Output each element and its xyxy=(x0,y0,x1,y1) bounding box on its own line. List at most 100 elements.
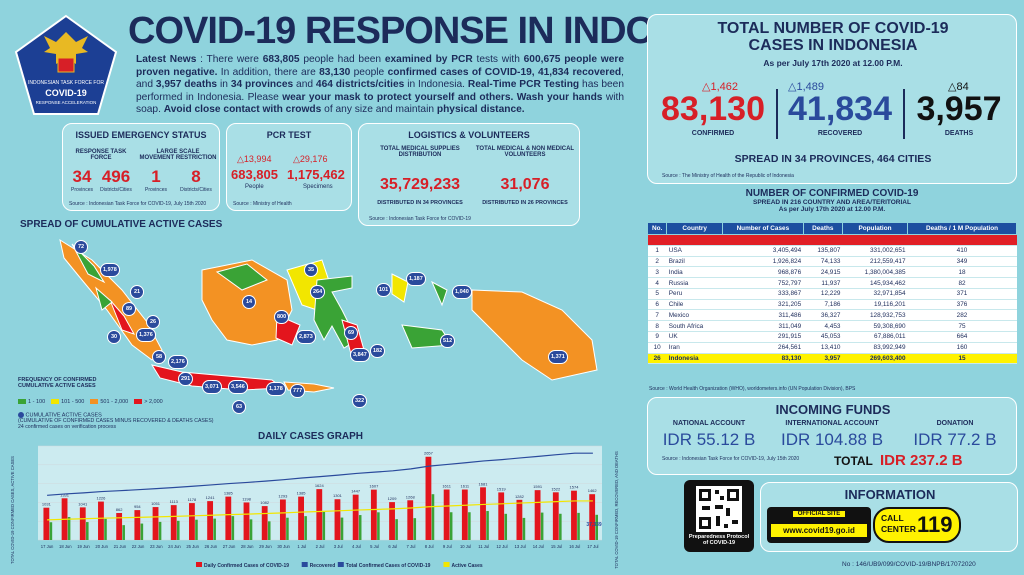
legend-label: 101 - 500 xyxy=(61,398,85,405)
qr-code[interactable] xyxy=(696,486,742,532)
tick-label: 8 Jul xyxy=(425,544,434,549)
pcr-source: Source : Ministry of Health xyxy=(233,201,292,207)
legend-swatch xyxy=(51,399,60,404)
recovered-value: 41,834 xyxy=(788,90,892,128)
active-cases-legend: CUMULATIVE ACTIVE CASES xyxy=(18,412,238,418)
official-site-link[interactable]: OFFICIAL SITE www.covid19.go.id xyxy=(767,507,871,543)
news-segment: tests with xyxy=(472,54,524,65)
data-label: 1031 xyxy=(42,502,52,507)
table-cell: 74,133 xyxy=(803,256,843,268)
chart-legend-label: Daily Confirmed Cases of COVID-19 xyxy=(204,563,289,569)
data-label: 1519 xyxy=(497,486,507,491)
restriction-provinces-label: Provinces xyxy=(145,187,167,193)
recovered-bar xyxy=(195,519,198,540)
tick-label: 16 Jul xyxy=(569,544,580,549)
recovered-bar xyxy=(559,513,562,540)
data-label: 1209 xyxy=(388,496,398,501)
tick-label: 15 Jul xyxy=(551,544,562,549)
recovered-bar xyxy=(595,514,598,540)
tick-label: 28 Jun xyxy=(241,544,254,549)
daily-bar xyxy=(552,492,559,540)
divider xyxy=(776,89,778,139)
data-label: 1268 xyxy=(406,494,416,499)
daily-bar xyxy=(461,489,468,540)
response-label: RESPONSE TASK FORCE xyxy=(75,149,127,161)
indonesia-map: 72 1,978 21 26 89 1,376 30 58 2,176 291 3,071 3,546… xyxy=(52,230,607,414)
tick-label: 29 Jun xyxy=(259,544,272,549)
tick-label: 6 Jul xyxy=(388,544,397,549)
daily-cases-chart: 1031 17 Jun 1331 18 Jun 1041 19 Jun 1226 20 Jun… xyxy=(6,440,626,575)
logo-text-3: RESPONSE ACCELERATION xyxy=(36,100,97,105)
table-cell: 311,049 xyxy=(722,320,804,333)
deaths-value: 3,957 xyxy=(916,90,1002,128)
data-label: 1591 xyxy=(533,484,543,489)
recovered-bar xyxy=(540,512,544,540)
emergency-title: ISSUED EMERGENCY STATUS xyxy=(75,130,207,140)
recovered-bar xyxy=(267,521,271,540)
emergency-source: Source : Indonesian Task Force for COVID… xyxy=(69,201,207,207)
y2-axis-label: TOTAL COVID-19 CONFIRMED, RECOVERED, AND… xyxy=(614,451,619,569)
case-bubble: 3,546 xyxy=(228,380,248,394)
table-row: 2 Brazil 1,926,824 74,133 212,559,417 349 xyxy=(647,256,1017,268)
table-cell: 349 xyxy=(907,256,1017,268)
qr-code-card[interactable]: Preparedness Protocol of COVID-19 xyxy=(684,480,754,552)
case-bubble: 63 xyxy=(232,400,246,414)
case-bubble: 21 xyxy=(130,285,144,299)
tick-label: 2 Jul xyxy=(316,544,325,549)
table-cell: 1,380,004,385 xyxy=(842,266,908,279)
news-segment: : There were xyxy=(196,54,263,65)
table-cell: 3,957 xyxy=(803,353,843,365)
recovered-bar xyxy=(140,523,144,540)
table-cell: 32,971,854 xyxy=(842,288,908,300)
tick-label: 26 Jun xyxy=(205,544,218,549)
funds-source: Source : Indonesian Task Force for COVID… xyxy=(662,456,800,462)
restriction-label: LARGE SCALE MOVEMENT RESTRICTION xyxy=(139,149,217,161)
tick-label: 3 Jul xyxy=(334,544,343,549)
recovered-bar xyxy=(431,494,435,540)
data-label: 1226 xyxy=(96,496,106,501)
table-cell: USA xyxy=(666,245,723,257)
news-segment: people xyxy=(350,66,388,78)
case-bubble: 264 xyxy=(310,285,326,299)
recovered-bar xyxy=(304,516,307,540)
tick-label: 4 Jul xyxy=(352,544,361,549)
legend-swatch xyxy=(134,399,143,404)
recovered-bar xyxy=(104,518,107,540)
daily-bar xyxy=(370,489,377,540)
tick-label: 17 Jun xyxy=(41,544,54,549)
table-header: Deaths / 1 M Population xyxy=(907,222,1017,235)
table-cell: 7,186 xyxy=(803,299,843,311)
table-cell: 3 xyxy=(647,266,667,279)
case-bubble: 72 xyxy=(74,240,88,254)
table-cell: 4 xyxy=(647,277,667,289)
response-provinces-label: Provinces xyxy=(71,187,93,193)
daily-bar xyxy=(480,487,486,540)
case-bubble: 30 xyxy=(107,330,121,344)
case-bubble: 1,178 xyxy=(266,382,286,396)
table-row: 7 Mexico 311,486 36,327 128,932,753 282 xyxy=(647,309,1017,322)
daily-bar xyxy=(389,502,395,540)
recovered-bar xyxy=(486,511,489,540)
table-cell: Peru xyxy=(666,288,723,300)
legend-label: 501 - 2,000 xyxy=(100,398,129,405)
site-url[interactable]: www.covid19.go.id xyxy=(771,524,867,537)
table-cell: 74 xyxy=(907,234,1017,246)
data-label: 1178 xyxy=(188,497,197,502)
table-cell: 7,794,798,739 xyxy=(842,234,908,246)
tick-label: 23 Jun xyxy=(150,544,163,549)
table-cell: 15 xyxy=(907,353,1017,365)
data-label: 1282 xyxy=(515,494,525,499)
data-label: 1624 xyxy=(315,483,325,488)
pcr-specimens-label: Specimens xyxy=(303,184,333,190)
recovered-bar xyxy=(158,521,162,540)
call-center-button[interactable]: CALL CENTER 119 xyxy=(873,507,961,543)
table-cell: 135,807 xyxy=(803,245,843,257)
news-segment: In addition, there are xyxy=(217,66,320,78)
page-title: COVID-19 RESPONSE IN INDONESIA xyxy=(128,10,766,52)
data-label: 1198 xyxy=(242,496,251,501)
data-label: 1241 xyxy=(206,495,216,500)
case-bubble: 26 xyxy=(146,315,160,329)
recovered-increase: △1,489 xyxy=(788,81,824,93)
table-cell: 160 xyxy=(907,342,1017,354)
tick-label: 11 Jul xyxy=(478,544,489,549)
